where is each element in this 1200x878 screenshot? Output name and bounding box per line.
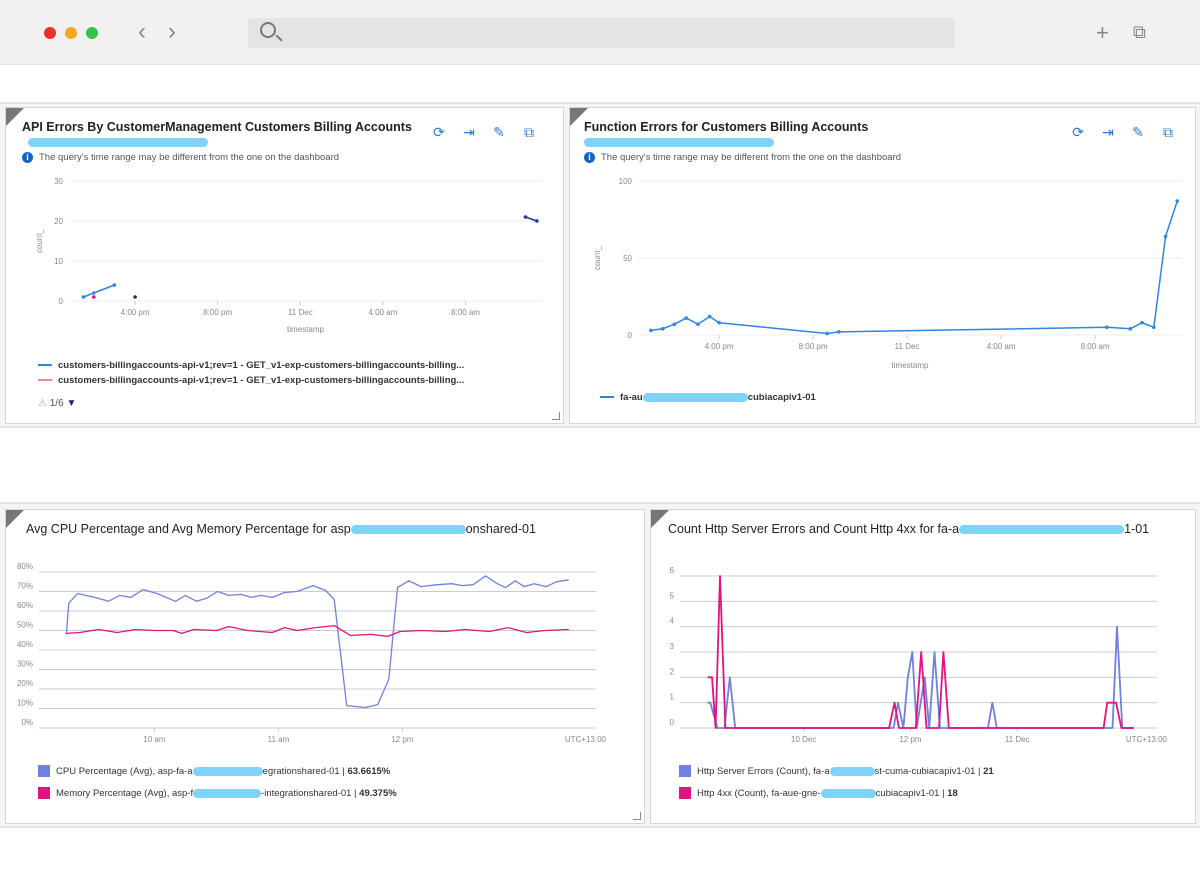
redacted-text: [192, 766, 263, 776]
redacted-subtitle: [28, 138, 208, 147]
legend-item[interactable]: Http Server Errors (Count), fa-a st-cuma-…: [679, 761, 994, 783]
info-icon: i: [584, 152, 595, 163]
chart-legend: fa-au cubiacapiv1-01: [600, 390, 816, 405]
tile-title: Function Errors for Customers Billing Ac…: [584, 120, 869, 134]
legend-swatch: [679, 787, 691, 800]
legend-value: 18: [947, 788, 958, 799]
redacted-text: [820, 788, 876, 798]
tile-api-errors[interactable]: API Errors By CustomerManagement Custome…: [5, 107, 564, 424]
close-window-button[interactable]: [44, 27, 56, 39]
info-text: The query's time range may be different …: [601, 152, 902, 164]
info-message: i The query's time range may be different…: [22, 152, 339, 163]
refresh-icon[interactable]: ⟳: [433, 124, 445, 140]
edit-icon[interactable]: ✎: [493, 124, 505, 140]
tile-corner-marker: [570, 108, 588, 126]
legend-label: customers-billingaccounts-api-v1;rev=1 -…: [58, 360, 465, 371]
legend-line: [38, 364, 52, 367]
copy-icon[interactable]: ⧉: [1163, 124, 1173, 140]
refresh-icon[interactable]: ⟳: [1072, 124, 1084, 140]
tile-title: API Errors By CustomerManagement Custome…: [22, 120, 412, 134]
tile-corner-marker: [6, 510, 24, 528]
chart-legend: CPU Percentage (Avg), asp-fa-a egrationsh…: [38, 761, 397, 805]
legend-line: [38, 379, 52, 382]
legend-item[interactable]: fa-au cubiacapiv1-01: [600, 390, 816, 405]
chart-legend: Http Server Errors (Count), fa-a st-cuma-…: [679, 761, 994, 805]
tile-cpu-memory[interactable]: Avg CPU Percentage and Avg Memory Percen…: [5, 509, 645, 824]
address-bar[interactable]: [248, 18, 955, 48]
search-icon: [260, 22, 276, 38]
redacted-text: [829, 766, 875, 776]
legend-item[interactable]: customers-billingaccounts-api-v1;rev=1 -…: [38, 373, 464, 388]
redacted-text: [193, 788, 262, 798]
legend-swatch: [38, 787, 50, 800]
legend-swatch: [38, 765, 50, 778]
edit-icon[interactable]: ✎: [1132, 124, 1144, 140]
pager-text: 1/6: [49, 398, 64, 409]
redacted-text: [959, 525, 1125, 535]
legend-label-prefix: fa-au: [620, 392, 643, 403]
redacted-subtitle: [584, 138, 774, 147]
legend-item[interactable]: CPU Percentage (Avg), asp-fa-a egrationsh…: [38, 761, 397, 783]
copy-icon[interactable]: ⧉: [524, 124, 534, 140]
resize-handle[interactable]: [552, 412, 560, 420]
resize-handle[interactable]: [633, 812, 641, 820]
maximize-window-button[interactable]: [86, 27, 98, 39]
legend-item[interactable]: Http 4xx (Count), fa-aue-gne-cubiacapiv1…: [679, 783, 994, 805]
legend-value: 49.375%: [359, 788, 397, 799]
back-button[interactable]: ‹: [138, 18, 146, 45]
legend-item[interactable]: customers-billingaccounts-api-v1;rev=1 -…: [38, 358, 464, 373]
legend-item[interactable]: Memory Percentage (Avg), asp-f -integrati…: [38, 783, 397, 805]
info-message: i The query's time range may be different…: [584, 152, 901, 163]
legend-value: 63.6615%: [347, 766, 391, 777]
legend-swatch: [679, 765, 691, 778]
new-tab-button[interactable]: +: [1096, 20, 1109, 45]
tile-title: Count Http Server Errors and Count Http …: [668, 522, 1150, 536]
info-icon: i: [22, 152, 33, 163]
minimize-window-button[interactable]: [65, 27, 77, 39]
legend-line: [600, 396, 614, 399]
redacted-text: [350, 525, 466, 535]
tabs-overview-button[interactable]: ⧉: [1133, 22, 1146, 42]
open-in-logs-icon[interactable]: ⇥: [1102, 124, 1114, 140]
tile-http-errors[interactable]: Count Http Server Errors and Count Http …: [650, 509, 1196, 824]
warning-icon: ⚠: [38, 398, 47, 409]
tile-title: Avg CPU Percentage and Avg Memory Percen…: [26, 522, 536, 536]
legend-label: customers-billingaccounts-api-v1;rev=1 -…: [58, 375, 465, 386]
redacted-text: [642, 392, 748, 402]
legend-label-suffix: cubiacapiv1-01: [747, 392, 816, 403]
legend-value: 21: [983, 766, 994, 777]
tile-corner-marker: [651, 510, 669, 528]
forward-button[interactable]: ›: [168, 18, 176, 45]
legend-pager: ⚠ 1/6 ▼: [38, 398, 76, 409]
tile-corner-marker: [6, 108, 24, 126]
browser-toolbar: ‹ › + ⧉: [0, 0, 1200, 65]
open-in-logs-icon[interactable]: ⇥: [463, 124, 475, 140]
next-page-icon[interactable]: ▼: [66, 398, 77, 409]
chart-legend: customers-billingaccounts-api-v1;rev=1 -…: [38, 358, 464, 388]
tile-function-errors[interactable]: Function Errors for Customers Billing Ac…: [569, 107, 1196, 424]
info-text: The query's time range may be different …: [39, 152, 340, 164]
